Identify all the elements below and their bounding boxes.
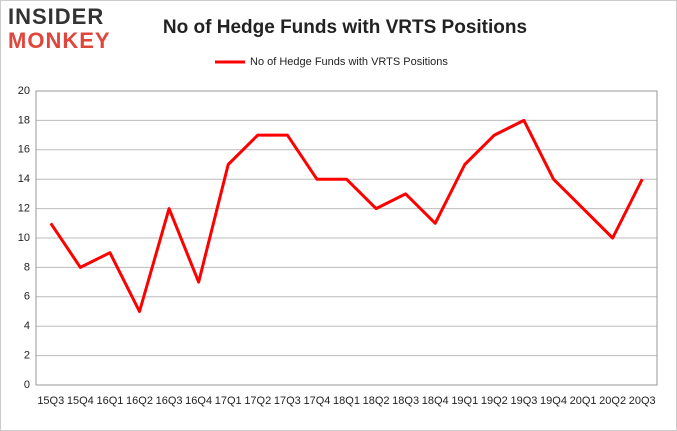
y-tick-label: 0 xyxy=(24,379,30,391)
plot-border xyxy=(35,90,658,386)
x-tick-label: 17Q2 xyxy=(244,395,271,407)
x-tick-label: 19Q4 xyxy=(540,395,567,407)
line-series xyxy=(49,118,644,313)
x-tick-label: 18Q3 xyxy=(392,395,419,407)
x-tick-label: 16Q1 xyxy=(96,395,123,407)
y-tick-label: 12 xyxy=(18,203,30,215)
y-tick-label: 2 xyxy=(24,350,30,362)
y-tick-label: 18 xyxy=(18,114,30,126)
x-tick-label: 20Q2 xyxy=(599,395,626,407)
x-tick-label: 15Q4 xyxy=(67,395,94,407)
y-tick-label: 8 xyxy=(24,261,30,273)
x-tick-label: 20Q1 xyxy=(570,395,597,407)
logo-top: INSIDER xyxy=(8,4,104,29)
x-tick-label: 16Q4 xyxy=(185,395,212,407)
x-tick-label: 18Q4 xyxy=(422,395,449,407)
x-tick-label: 15Q3 xyxy=(37,395,64,407)
x-tick-label: 16Q3 xyxy=(156,395,183,407)
y-tick-label: 10 xyxy=(18,232,30,244)
x-tick-label: 19Q1 xyxy=(451,395,478,407)
x-tick-label: 19Q2 xyxy=(481,395,508,407)
x-tick-label: 18Q2 xyxy=(363,395,390,407)
x-tick-label: 17Q3 xyxy=(274,395,301,407)
y-tick-label: 6 xyxy=(24,291,30,303)
chart-title: No of Hedge Funds with VRTS Positions xyxy=(163,17,527,38)
y-tick-label: 16 xyxy=(18,144,30,156)
legend-label: No of Hedge Funds with VRTS Positions xyxy=(250,56,448,68)
x-tick-label: 20Q3 xyxy=(629,395,656,407)
x-tick-label: 19Q3 xyxy=(510,395,537,407)
x-tick-label: 18Q1 xyxy=(333,395,360,407)
y-tick-label: 14 xyxy=(18,173,30,185)
y-tick-label: 4 xyxy=(24,320,30,332)
logo-bottom: MONKEY xyxy=(8,28,111,53)
y-tick-label: 20 xyxy=(18,85,30,97)
x-tick-label: 17Q1 xyxy=(215,395,242,407)
x-tick-label: 16Q2 xyxy=(126,395,153,407)
x-tick-label: 17Q4 xyxy=(303,395,330,407)
